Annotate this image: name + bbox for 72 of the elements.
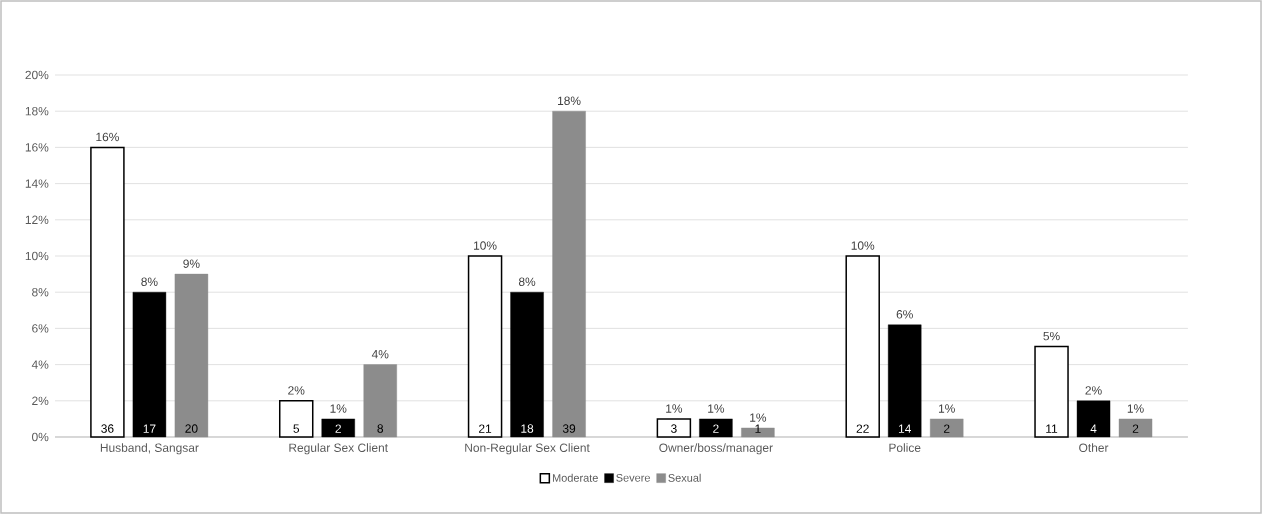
bar — [930, 418, 964, 438]
bar — [363, 364, 397, 438]
data-label: 9% — [183, 259, 200, 268]
bar — [174, 273, 209, 438]
bar — [278, 400, 314, 438]
bar — [321, 418, 355, 438]
annotation: 2 — [943, 424, 950, 433]
data-label: 1% — [750, 413, 767, 422]
x-tick-label: Owner/boss/manager — [659, 443, 773, 455]
y-tick-label: 12% — [25, 215, 49, 224]
legend-label: Sexual — [668, 473, 701, 482]
annotation: 11 — [1046, 424, 1058, 433]
data-label: 1% — [708, 404, 725, 413]
data-label: 1% — [938, 404, 955, 413]
y-tick-label: 6% — [32, 324, 49, 333]
bar — [1076, 400, 1111, 438]
annotation: 14 — [898, 424, 911, 433]
y-tick-label: 14% — [25, 179, 49, 188]
x-tick-label: Husband, Sangsar — [100, 443, 199, 455]
bar — [888, 324, 922, 438]
bar — [552, 111, 586, 438]
y-tick-label: 18% — [25, 106, 49, 116]
data-label: 10% — [851, 241, 875, 250]
data-label: 8% — [141, 277, 158, 286]
data-label: 6% — [896, 310, 913, 319]
bar — [656, 418, 692, 438]
bar — [1118, 418, 1153, 438]
bar — [845, 255, 880, 438]
data-label: 1% — [1127, 404, 1144, 413]
y-tick-label: 8% — [32, 287, 49, 297]
annotation: 3 — [671, 424, 677, 433]
bar — [510, 292, 544, 438]
x-tick-label: Non-Regular Sex Client — [465, 443, 590, 455]
y-tick-label: 10% — [25, 251, 49, 261]
data-label: 2% — [1085, 386, 1102, 395]
bar — [1034, 345, 1069, 438]
data-label: 1% — [666, 404, 683, 413]
y-tick-label: 16% — [25, 143, 49, 152]
y-tick-label: 20% — [25, 70, 49, 80]
annotation: 4 — [1090, 424, 1097, 433]
bar — [132, 292, 167, 438]
data-label: 4% — [371, 350, 389, 359]
annotation: 22 — [856, 424, 869, 433]
bar — [467, 255, 503, 438]
legend-label: Moderate — [552, 473, 598, 482]
annotation: 17 — [143, 424, 156, 433]
x-tick-label: Other — [1079, 443, 1109, 452]
annotation: 18 — [521, 424, 534, 433]
annotation: 39 — [562, 424, 576, 433]
y-tick-label: 2% — [32, 396, 49, 405]
bar — [90, 146, 125, 438]
data-label: 10% — [474, 241, 497, 250]
data-label: 2% — [288, 386, 305, 395]
annotation: 8 — [377, 424, 384, 433]
annotation: 5 — [293, 424, 300, 433]
y-tick-label: 4% — [31, 360, 49, 369]
x-tick-label: Police — [889, 443, 921, 452]
annotation: 2 — [1132, 424, 1139, 433]
data-label: 8% — [518, 277, 536, 286]
annotation: 20 — [185, 424, 198, 433]
legend-label: Severe — [616, 473, 650, 482]
x-tick-label: Regular Sex Client — [289, 443, 388, 455]
annotation: 2 — [713, 424, 719, 433]
y-tick-label: 0% — [32, 432, 49, 442]
data-label: 18% — [558, 96, 581, 105]
data-label: 1% — [330, 404, 347, 413]
annotation: 36 — [101, 424, 114, 433]
annotation: 2 — [335, 424, 341, 433]
data-label: 5% — [1043, 331, 1060, 341]
annotation: 21 — [479, 424, 492, 433]
data-label: 16% — [96, 132, 119, 142]
bar — [699, 418, 733, 438]
